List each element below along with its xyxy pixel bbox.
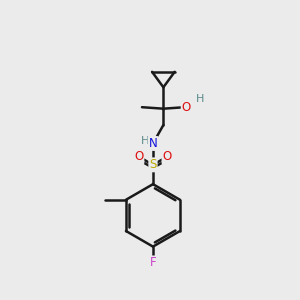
Text: S: S	[149, 158, 157, 171]
Text: N: N	[148, 137, 157, 150]
Text: H: H	[140, 136, 149, 146]
Text: O: O	[182, 101, 191, 114]
Text: H: H	[196, 94, 204, 104]
Text: O: O	[134, 150, 143, 163]
Text: F: F	[150, 256, 156, 269]
Text: O: O	[163, 150, 172, 163]
